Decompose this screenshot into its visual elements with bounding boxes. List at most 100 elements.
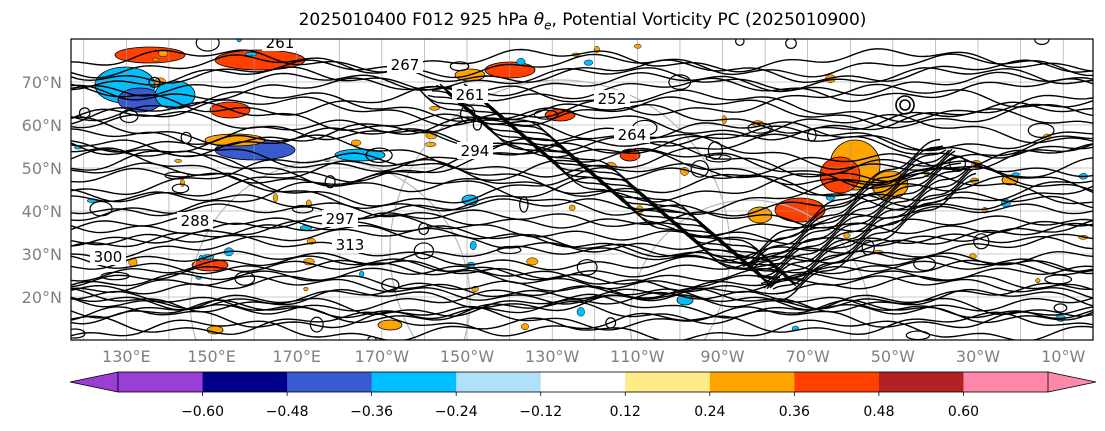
colorbar-segment <box>963 372 1049 392</box>
colorbar-segment <box>456 372 542 392</box>
theta-e-contour <box>1053 303 1068 313</box>
colorbar-tick-label: −0.36 <box>350 404 393 420</box>
theta-e-contour <box>71 53 1093 79</box>
contour-label-bg <box>457 142 493 159</box>
theta-e-contour <box>71 152 1093 197</box>
lon-label: 150°E <box>187 347 236 366</box>
theta-e-contour <box>707 141 723 160</box>
contour-label: 252 <box>598 90 627 108</box>
theta-e-contour <box>71 142 1093 187</box>
colorbar-tick-label: 0.48 <box>863 404 894 420</box>
map-frame <box>70 38 1094 341</box>
theta-e-contour <box>71 265 1093 295</box>
theta-e-contour <box>463 83 805 280</box>
theta-e-contour <box>71 167 1093 212</box>
pv-anomaly-patch <box>429 106 440 111</box>
theta-e-contour <box>78 107 91 119</box>
theta-e-contour <box>180 131 192 144</box>
theta-e-contour <box>71 83 1093 117</box>
pv-anomaly-patch <box>273 193 278 203</box>
theta-e-contour <box>71 311 1093 337</box>
contour-label: 294 <box>461 142 490 160</box>
theta-e-contour <box>895 95 915 115</box>
colorbar-tick-label: 0.60 <box>948 404 979 420</box>
lat-label: 30°N <box>22 245 62 264</box>
theta-e-contour <box>949 155 966 173</box>
pv-anomaly-patch <box>526 257 539 266</box>
theta-e-contour <box>742 145 944 268</box>
theta-e-contour <box>309 316 324 333</box>
contour-label-bg <box>90 248 126 265</box>
contour-label-bg <box>614 126 650 143</box>
pv-anomaly-patch <box>334 148 386 162</box>
theta-e-contour <box>71 113 1093 147</box>
theta-e-contour <box>71 191 1093 229</box>
theta-e-contour <box>431 90 773 287</box>
theta-e-contour <box>605 317 617 329</box>
theta-e-contours <box>71 39 1093 340</box>
theta-e-contour <box>71 293 1093 319</box>
theta-e-contour <box>71 275 1093 305</box>
theta-e-contour <box>690 160 709 178</box>
contour-labels: 261 267 261 294 252 264 297 313 288 300 <box>90 34 650 266</box>
theta-e-contour <box>472 118 482 131</box>
theta-e-contour <box>71 328 86 339</box>
theta-e-contour <box>449 61 470 72</box>
contour-label: 261 <box>266 34 295 52</box>
contour-label: 261 <box>456 86 485 104</box>
theta-e-contour <box>71 290 1093 320</box>
theta-e-contour <box>905 330 931 340</box>
pv-anomaly-patch <box>377 319 403 331</box>
colorbar-tick-label: −0.12 <box>519 404 562 420</box>
theta-e-contour <box>71 233 1093 271</box>
theta-e-contour <box>748 149 950 271</box>
theta-e-contour <box>772 168 974 290</box>
lon-label: 30°W <box>956 347 1000 366</box>
theta-e-contour <box>735 39 745 47</box>
colorbar-segment <box>118 372 204 392</box>
theta-e-contour <box>71 162 1093 208</box>
pv-anomaly-patch <box>576 307 585 317</box>
theta-e-contour <box>89 200 113 217</box>
theta-e-contour <box>324 175 336 189</box>
colorbar-segment <box>625 372 711 392</box>
theta-e-contour <box>71 215 1093 253</box>
theta-e-contour <box>365 147 393 164</box>
contour-label-bg <box>332 236 368 253</box>
theta-e-contour <box>71 119 1093 153</box>
theta-e-contour <box>71 77 1093 103</box>
theta-e-contour <box>71 89 1093 123</box>
lon-label: 150°W <box>440 347 495 366</box>
theta-e-contour <box>757 155 959 278</box>
theta-e-contour <box>71 59 1093 84</box>
lon-label: 10°W <box>1041 347 1085 366</box>
theta-e-contour <box>71 107 1093 141</box>
theta-e-contour <box>234 271 256 286</box>
theta-e-contour <box>71 203 1093 241</box>
theta-e-contour <box>576 259 598 276</box>
theta-e-contour <box>71 48 1093 73</box>
contour-label-bg <box>322 210 358 227</box>
theta-e-contour <box>195 39 220 52</box>
colorbar-tick-label: −0.60 <box>181 404 224 420</box>
theta-e-contour <box>71 138 1093 183</box>
theta-e-contour <box>71 198 1093 235</box>
theta-e-contour <box>739 138 941 261</box>
theta-e-contour <box>71 158 1093 203</box>
lon-label: 130°W <box>525 347 580 366</box>
pv-anomaly-patch <box>1035 278 1041 283</box>
theta-e-contour <box>751 148 953 270</box>
theta-e-contour <box>71 299 1093 325</box>
contour-label: 264 <box>618 126 647 144</box>
colorbar-outline <box>117 371 1049 393</box>
lat-label: 40°N <box>22 202 62 221</box>
colorbar: −0.60 −0.48 −0.36 −0.24 −0.12 0.12 0.24 0.36 0.4… <box>69 371 1097 420</box>
pv-anomaly-patch <box>350 139 362 147</box>
pv-anomaly-patch <box>180 178 185 187</box>
theta-e-contour <box>913 256 937 272</box>
theta-e-contour <box>71 71 1093 97</box>
theta-e-contour <box>459 86 801 286</box>
theta-e-contour <box>71 280 1093 310</box>
theta-e-contour <box>413 242 435 260</box>
